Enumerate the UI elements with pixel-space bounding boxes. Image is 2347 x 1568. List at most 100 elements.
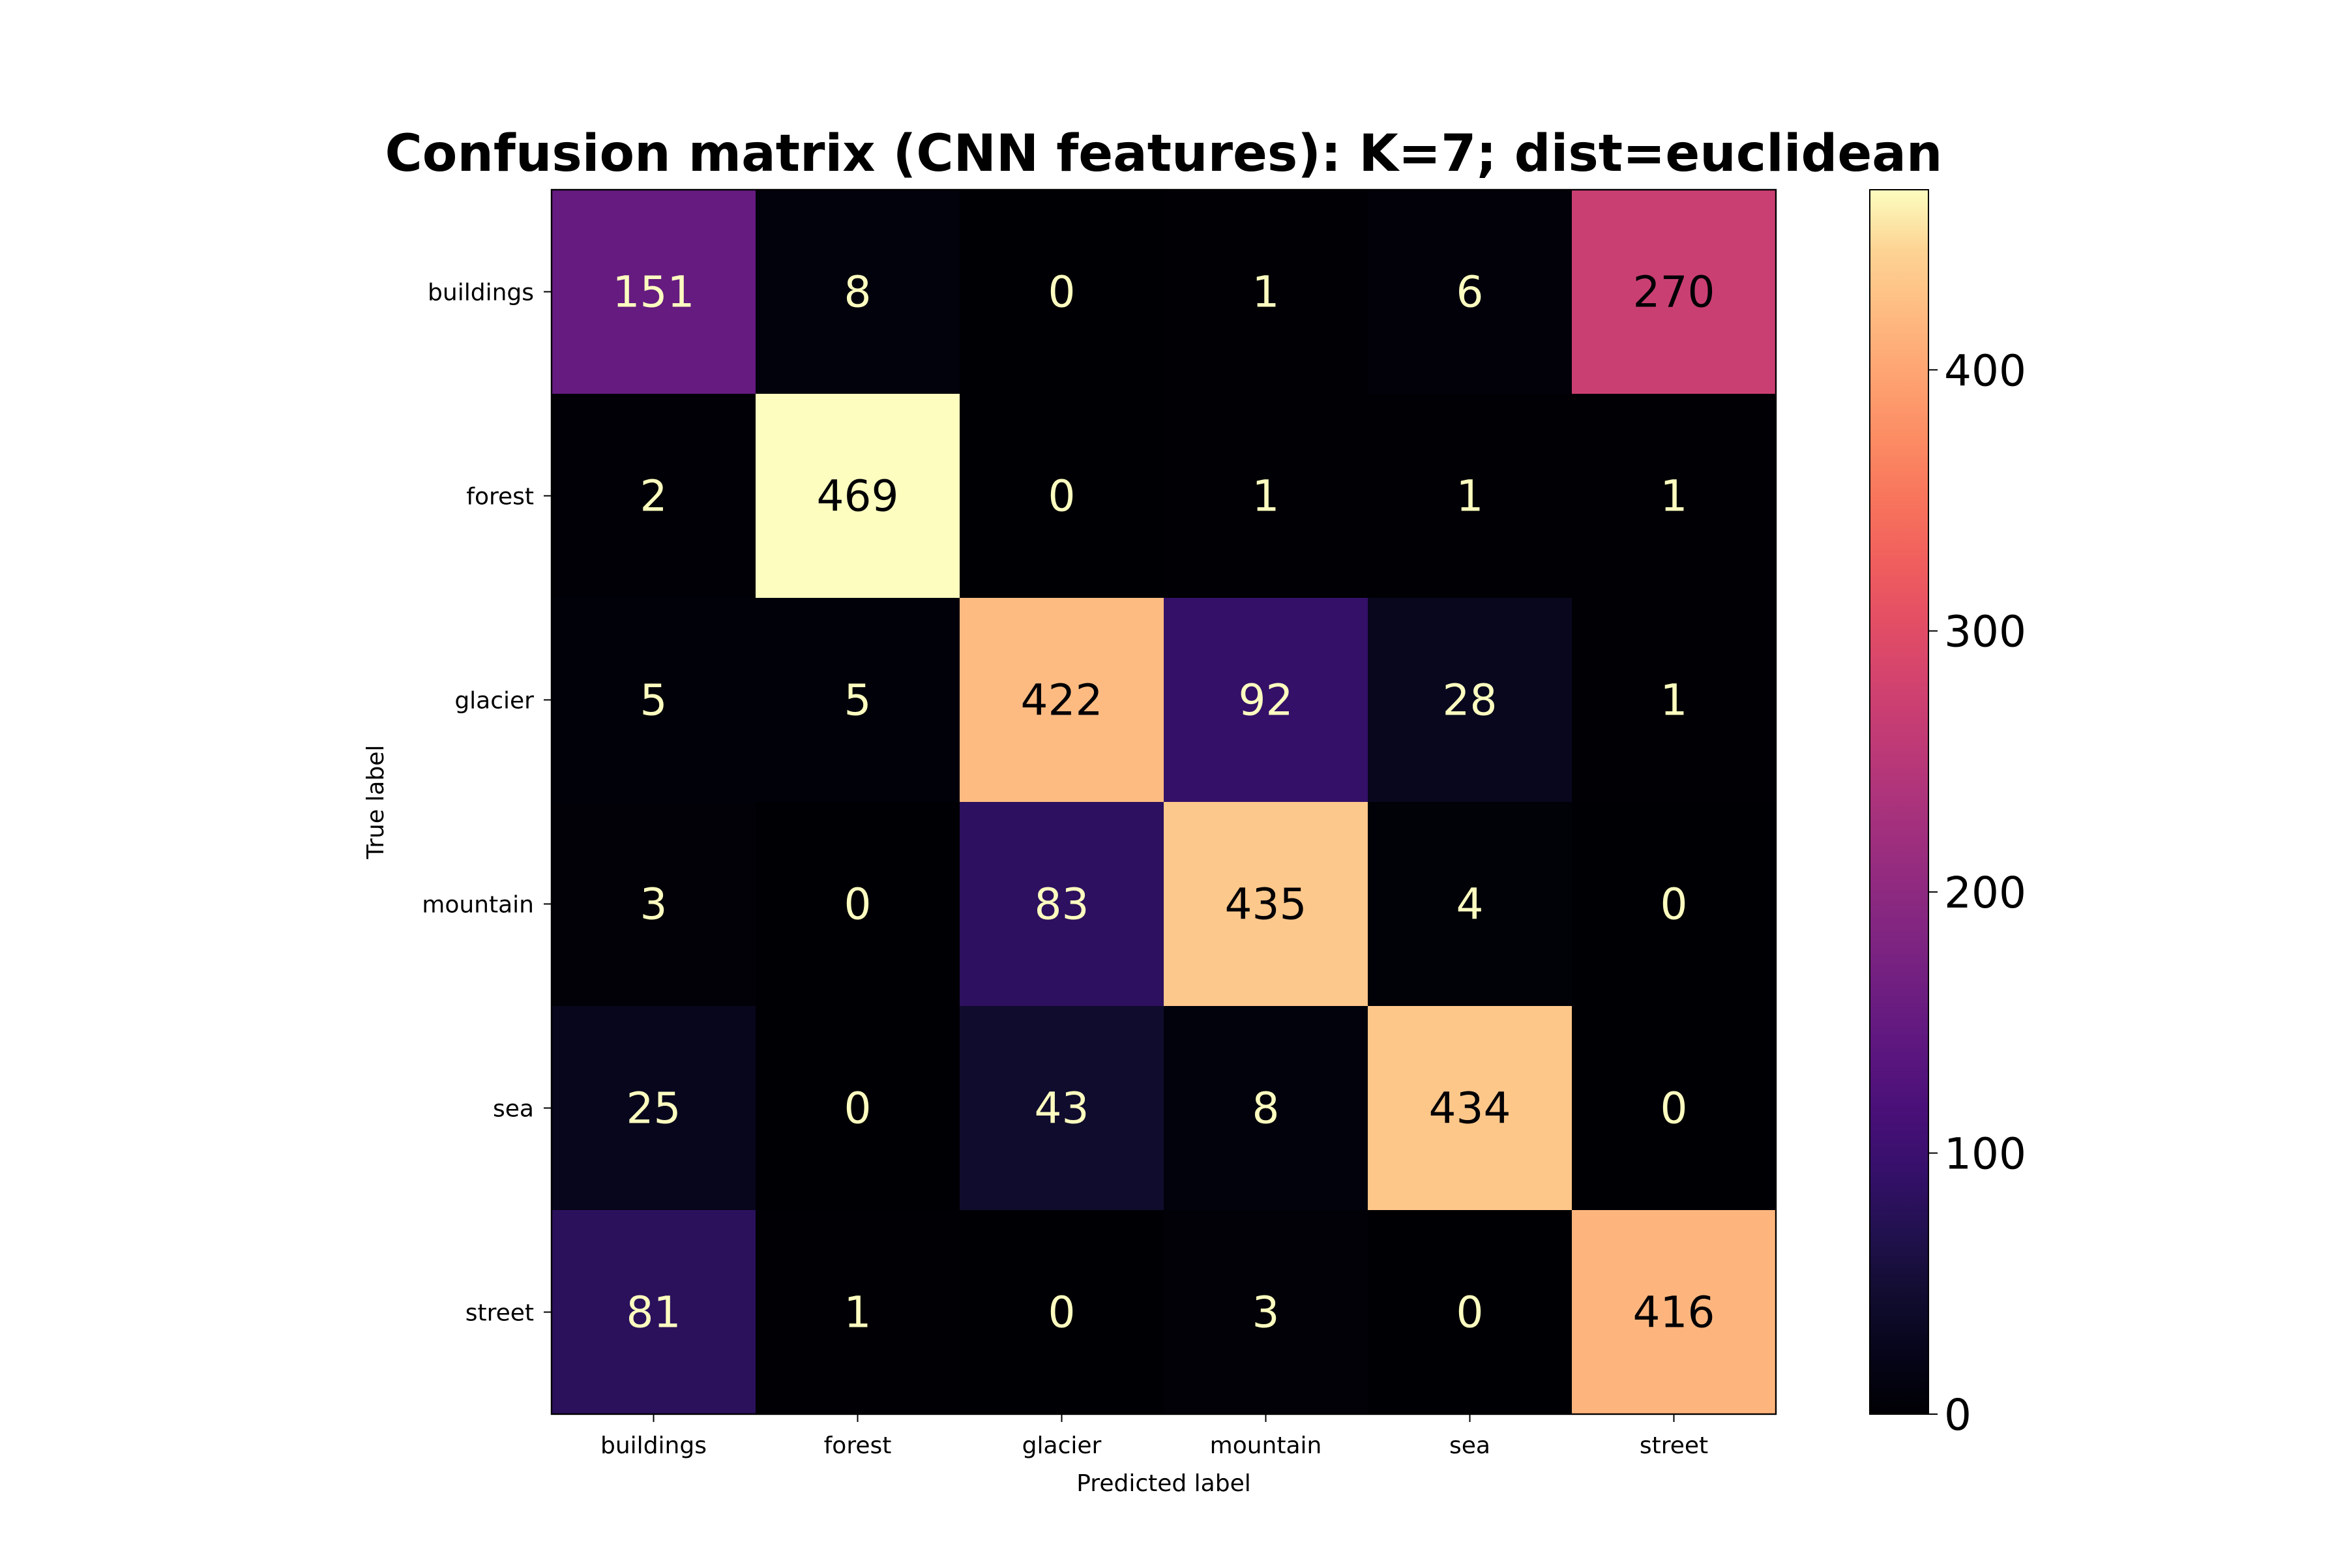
y-axis-ticks: buildings forest glacier mountain sea street [422,280,552,1327]
cell-value: 0 [1456,1288,1484,1338]
matrix-cell [756,598,960,803]
chart-title: Confusion matrix (CNN features): K=7; di… [385,125,1943,183]
cell-value: 4 [1456,880,1484,930]
colorbar-tick-label: 400 [1944,346,2026,396]
cell-value: 25 [627,1084,681,1134]
y-tick-label: street [465,1300,534,1327]
cell-value: 1 [1661,675,1688,726]
matrix-cell [1572,1210,1777,1415]
matrix-cell [1164,802,1368,1007]
matrix-cell [1572,598,1777,803]
matrix-cell [756,190,960,394]
matrix-cell [552,598,756,803]
cell-value: 422 [1021,675,1103,726]
y-tick-label: buildings [428,280,534,306]
cell-value: 1 [844,1288,872,1338]
y-axis-label: True label [362,745,389,860]
cell-value: 2 [640,471,668,522]
y-tick-label: mountain [422,892,534,919]
matrix-cell [552,190,756,394]
y-tick-label: forest [466,484,534,510]
matrix-cell [1368,1210,1572,1415]
matrix-cell [756,1006,960,1211]
x-tick-label: mountain [1210,1432,1322,1459]
x-tick-label: sea [1449,1432,1490,1459]
matrix-cell [1164,190,1368,394]
cell-value: 83 [1035,880,1089,930]
matrix-cell [1164,1210,1368,1415]
matrix-cell [552,1210,756,1415]
colorbar-gradient [1870,190,1928,1414]
colorbar-tick-label: 100 [1944,1129,2026,1179]
cell-value: 0 [1661,1084,1688,1134]
matrix-cell [960,1210,1164,1415]
cell-value: 81 [627,1288,681,1338]
matrix-cell [960,190,1164,394]
x-tick-label: street [1640,1432,1708,1459]
matrix-cell [1368,394,1572,599]
matrix-cell [756,394,960,599]
cell-value: 0 [844,1084,872,1134]
matrix-cell [960,598,1164,803]
cell-value: 1 [1252,471,1280,522]
matrix-cell [960,394,1164,599]
cell-value: 0 [1661,880,1688,930]
matrix-cell [960,1006,1164,1211]
matrix-cell [1164,598,1368,803]
matrix-cell [1368,598,1572,803]
cell-value: 0 [1048,1288,1076,1338]
x-axis-ticks: buildings forest glacier mountain sea street [600,1414,1708,1459]
matrix-cell [756,1210,960,1415]
matrix-cell [1368,190,1572,394]
matrix-cell [552,1006,756,1211]
matrix-cell [1572,802,1777,1007]
y-tick-label: glacier [454,688,534,715]
matrix-cell [1164,1006,1368,1211]
cell-value: 0 [1048,267,1076,318]
y-tick-label: sea [493,1096,534,1123]
matrix-cell [1572,394,1777,599]
cell-value: 0 [844,880,872,930]
x-tick-label: glacier [1022,1432,1102,1459]
cell-value: 5 [844,675,872,726]
cell-value: 1 [1252,267,1280,318]
matrix-cell [1164,394,1368,599]
colorbar: 0 100 200 300 400 [1869,189,2026,1440]
cell-value: 28 [1443,675,1498,726]
matrix-frame [550,188,1777,1415]
matrix-cell [756,802,960,1007]
matrix-cell [1572,190,1777,394]
colorbar-frame [1869,189,1929,1415]
cell-value: 434 [1429,1084,1511,1134]
cell-value: 8 [1252,1084,1280,1134]
matrix-cell [1368,1006,1572,1211]
cell-value: 1 [1661,471,1688,522]
x-tick-label: buildings [600,1432,707,1459]
cell-value: 416 [1633,1288,1715,1338]
matrix-cell [1572,1006,1777,1211]
matrix-cell [552,802,756,1007]
matrix-cell [552,394,756,599]
x-axis-label: Predicted label [1076,1470,1251,1497]
colorbar-tick-label: 300 [1944,607,2026,657]
cell-value: 5 [640,675,668,726]
cell-value: 1 [1456,471,1484,522]
colorbar-tick-label: 0 [1944,1390,1971,1440]
cell-value: 43 [1035,1084,1089,1134]
cell-value: 6 [1456,267,1484,318]
cell-value: 270 [1633,267,1715,318]
cell-value: 151 [613,267,695,318]
matrix-cell [1368,802,1572,1007]
cell-value: 3 [640,880,668,930]
cell-value: 8 [844,267,872,318]
cell-value: 0 [1048,471,1076,522]
cell-value: 435 [1225,880,1307,930]
matrix-cell [960,802,1164,1007]
cell-value: 92 [1239,675,1293,726]
colorbar-tick-label: 200 [1944,868,2026,918]
cell-value: 469 [817,471,899,522]
cell-value: 3 [1252,1288,1280,1338]
